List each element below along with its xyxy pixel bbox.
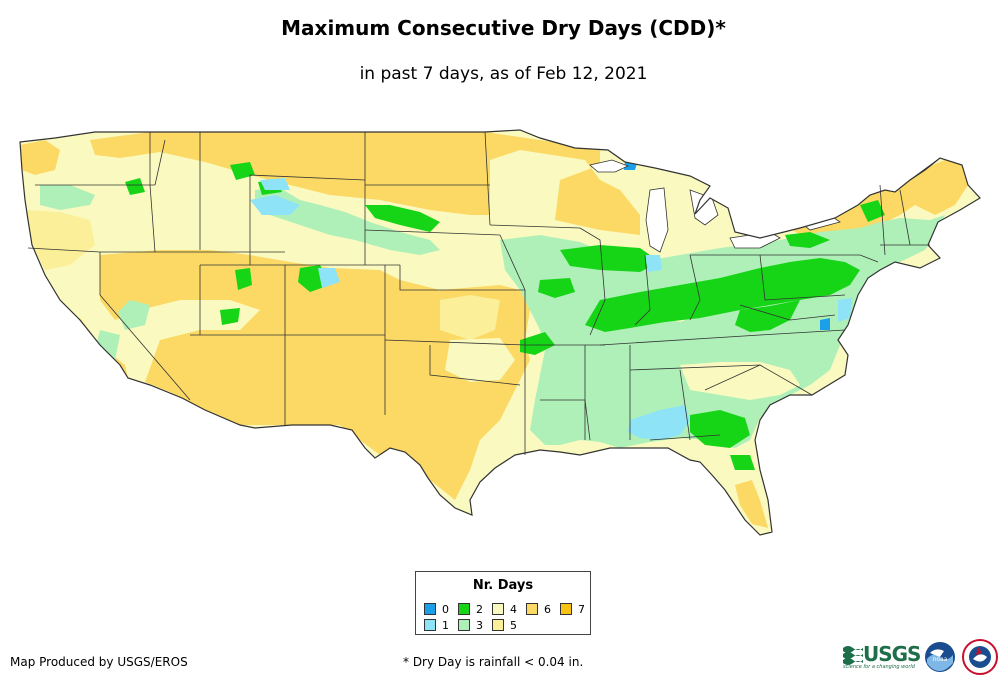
- legend-item-4: 4: [492, 603, 517, 616]
- legend-swatch-5: [492, 619, 504, 631]
- legend-swatch-0: [424, 603, 436, 615]
- legend-label-2: 2: [476, 603, 483, 616]
- legend-swatch-1: [424, 619, 436, 631]
- legend-label-4: 4: [510, 603, 517, 616]
- cdd-1-day-regions: [250, 178, 852, 440]
- legend-item-7: 7: [560, 603, 585, 616]
- legend-swatch-7: [560, 603, 572, 615]
- legend-item-1: 1: [424, 619, 449, 632]
- usgs-logo: USGS science for a changing world: [843, 642, 921, 670]
- legend-item-6: 6: [526, 603, 551, 616]
- map-title: Maximum Consecutive Dry Days (CDD)*: [281, 16, 726, 40]
- legend-item-5: 5: [492, 619, 517, 632]
- legend-swatch-6: [526, 603, 538, 615]
- usgs-logo-text: USGS: [863, 642, 921, 666]
- cdd-map: [19, 129, 981, 536]
- legend-label-6: 6: [544, 603, 551, 616]
- legend-label-3: 3: [476, 619, 483, 632]
- legend: Nr. Days 0 1 2 3 4 5 6 7: [415, 571, 591, 635]
- legend-swatch-4: [492, 603, 504, 615]
- legend-title: Nr. Days: [472, 578, 534, 593]
- map-credit: Map Produced by USGS/EROS: [10, 655, 188, 669]
- legend-label-1: 1: [442, 619, 449, 632]
- legend-item-3: 3: [458, 619, 483, 632]
- legend-label-7: 7: [578, 603, 585, 616]
- legend-label-0: 0: [442, 603, 449, 616]
- state-borders: [27, 131, 941, 455]
- legend-swatch-3: [458, 619, 470, 631]
- nws-logo: [962, 639, 998, 675]
- legend-item-0: 0: [424, 603, 449, 616]
- legend-item-2: 2: [458, 603, 483, 616]
- noaa-logo: noaa: [925, 642, 955, 672]
- usgs-wave-icon: [843, 646, 863, 665]
- usgs-logo-tagline: science for a changing world: [843, 664, 915, 670]
- map-subtitle: in past 7 days, as of Feb 12, 2021: [359, 64, 648, 84]
- legend-swatch-2: [458, 603, 470, 615]
- noaa-logo-text: noaa: [933, 656, 948, 663]
- legend-label-5: 5: [510, 619, 517, 632]
- dry-day-footnote: * Dry Day is rainfall < 0.04 in.: [403, 655, 584, 669]
